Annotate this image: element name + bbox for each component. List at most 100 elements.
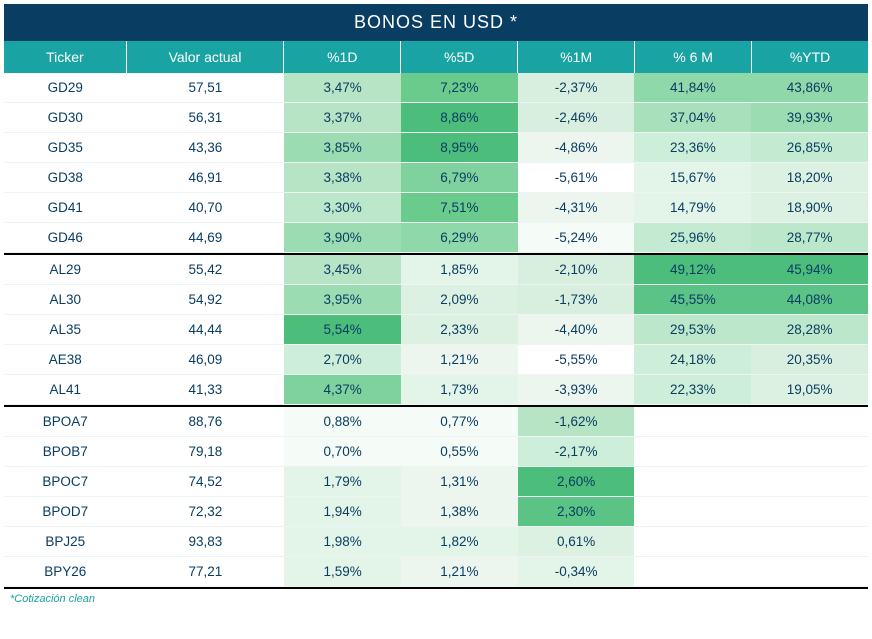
cell-ticker: BPOB7 — [4, 437, 127, 467]
cell-ytd — [751, 437, 868, 467]
cell-1m: -2,10% — [518, 255, 635, 285]
cell-valor: 44,69 — [127, 223, 285, 253]
cell-1m: -4,40% — [518, 315, 635, 345]
cell-ticker: GD29 — [4, 73, 127, 103]
table-row: GD3846,913,38%6,79%-5,61%15,67%18,20% — [4, 163, 868, 193]
cell-ticker: GD35 — [4, 133, 127, 163]
cell-6m: 14,79% — [634, 193, 751, 223]
cell-5d: 7,51% — [401, 193, 518, 223]
cell-ytd: 28,28% — [751, 315, 868, 345]
cell-5d: 2,09% — [401, 285, 518, 315]
cell-1d: 0,70% — [284, 437, 401, 467]
cell-5d: 1,85% — [401, 255, 518, 285]
cell-1d: 1,98% — [284, 527, 401, 557]
cell-ticker: AL30 — [4, 285, 127, 315]
cell-ytd — [751, 407, 868, 437]
table-row: BPOC774,521,79%1,31%2,60% — [4, 467, 868, 497]
cell-6m: 23,36% — [634, 133, 751, 163]
cell-ticker: BPJ25 — [4, 527, 127, 557]
cell-6m — [634, 407, 751, 437]
cell-1m: -2,37% — [518, 73, 635, 103]
cell-ytd: 43,86% — [751, 73, 868, 103]
table-row: GD2957,513,47%7,23%-2,37%41,84%43,86% — [4, 73, 868, 103]
cell-6m — [634, 437, 751, 467]
cell-5d: 8,86% — [401, 103, 518, 133]
cell-ytd: 18,20% — [751, 163, 868, 193]
table-row: AL3054,923,95%2,09%-1,73%45,55%44,08% — [4, 285, 868, 315]
cell-5d: 0,77% — [401, 407, 518, 437]
cell-6m: 24,18% — [634, 345, 751, 375]
cell-1d: 3,37% — [284, 103, 401, 133]
cell-valor: 57,51 — [127, 73, 285, 103]
cell-6m: 25,96% — [634, 223, 751, 253]
cell-1d: 1,59% — [284, 557, 401, 587]
table-body: GD2957,513,47%7,23%-2,37%41,84%43,86%GD3… — [4, 73, 868, 587]
cell-ticker: AE38 — [4, 345, 127, 375]
col-6m: % 6 M — [635, 41, 752, 73]
cell-1m: -5,55% — [518, 345, 635, 375]
cell-valor: 74,52 — [127, 467, 285, 497]
col-ytd: %YTD — [752, 41, 868, 73]
cell-5d: 1,38% — [401, 497, 518, 527]
cell-1d: 3,38% — [284, 163, 401, 193]
cell-1d: 3,85% — [284, 133, 401, 163]
cell-ytd: 28,77% — [751, 223, 868, 253]
table-row: GD3543,363,85%8,95%-4,86%23,36%26,85% — [4, 133, 868, 163]
cell-5d: 8,95% — [401, 133, 518, 163]
cell-1m: -4,31% — [518, 193, 635, 223]
cell-5d: 6,79% — [401, 163, 518, 193]
cell-ytd: 39,93% — [751, 103, 868, 133]
table-row: GD4140,703,30%7,51%-4,31%14,79%18,90% — [4, 193, 868, 223]
cell-1d: 3,90% — [284, 223, 401, 253]
cell-6m — [634, 527, 751, 557]
cell-ticker: GD38 — [4, 163, 127, 193]
cell-valor: 43,36 — [127, 133, 285, 163]
cell-valor: 72,32 — [127, 497, 285, 527]
table-row: AL3544,445,54%2,33%-4,40%29,53%28,28% — [4, 315, 868, 345]
table-header: Ticker Valor actual %1D %5D %1M % 6 M %Y… — [4, 41, 868, 73]
cell-ticker: GD41 — [4, 193, 127, 223]
cell-1m: -2,46% — [518, 103, 635, 133]
col-ticker: Ticker — [4, 41, 127, 73]
cell-1m: -3,93% — [518, 375, 635, 405]
cell-1d: 3,95% — [284, 285, 401, 315]
table-title: BONOS EN USD * — [4, 4, 868, 41]
cell-6m — [634, 497, 751, 527]
cell-valor: 44,44 — [127, 315, 285, 345]
cell-6m: 41,84% — [634, 73, 751, 103]
cell-ytd: 18,90% — [751, 193, 868, 223]
cell-1m: 0,61% — [518, 527, 635, 557]
cell-ytd: 26,85% — [751, 133, 868, 163]
cell-6m: 29,53% — [634, 315, 751, 345]
cell-ytd — [751, 497, 868, 527]
cell-ticker: BPOD7 — [4, 497, 127, 527]
cell-valor: 46,91 — [127, 163, 285, 193]
cell-1m: -5,61% — [518, 163, 635, 193]
cell-1d: 2,70% — [284, 345, 401, 375]
cell-1m: -0,34% — [518, 557, 635, 587]
cell-ticker: AL41 — [4, 375, 127, 405]
table-row: GD3056,313,37%8,86%-2,46%37,04%39,93% — [4, 103, 868, 133]
cell-6m: 45,55% — [634, 285, 751, 315]
table-row: BPJ2593,831,98%1,82%0,61% — [4, 527, 868, 557]
cell-5d: 2,33% — [401, 315, 518, 345]
table-row: BPOD772,321,94%1,38%2,30% — [4, 497, 868, 527]
cell-ticker: AL35 — [4, 315, 127, 345]
cell-valor: 77,21 — [127, 557, 285, 587]
cell-ytd: 45,94% — [751, 255, 868, 285]
cell-ytd: 44,08% — [751, 285, 868, 315]
cell-valor: 54,92 — [127, 285, 285, 315]
cell-ytd: 20,35% — [751, 345, 868, 375]
table-row: BPOB779,180,70%0,55%-2,17% — [4, 437, 868, 467]
table-row: AL4141,334,37%1,73%-3,93%22,33%19,05% — [4, 375, 868, 405]
cell-valor: 88,76 — [127, 407, 285, 437]
footnote: *Cotización clean — [4, 587, 868, 609]
cell-1d: 1,94% — [284, 497, 401, 527]
cell-ticker: BPY26 — [4, 557, 127, 587]
cell-6m: 49,12% — [634, 255, 751, 285]
table-row: BPOA788,760,88%0,77%-1,62% — [4, 407, 868, 437]
cell-1m: -5,24% — [518, 223, 635, 253]
cell-1m: 2,30% — [518, 497, 635, 527]
cell-5d: 1,21% — [401, 557, 518, 587]
cell-6m: 15,67% — [634, 163, 751, 193]
